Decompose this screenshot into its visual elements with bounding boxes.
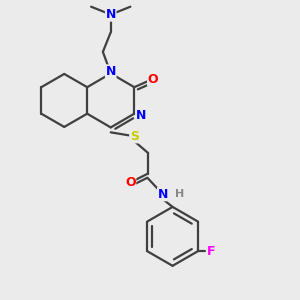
Text: S: S [130,130,139,143]
Text: O: O [148,73,158,86]
Text: N: N [136,109,146,122]
Text: F: F [207,244,215,258]
Text: N: N [106,8,116,21]
Text: N: N [106,65,116,78]
Text: H: H [175,189,184,199]
Text: O: O [125,176,136,189]
Text: N: N [158,188,168,201]
